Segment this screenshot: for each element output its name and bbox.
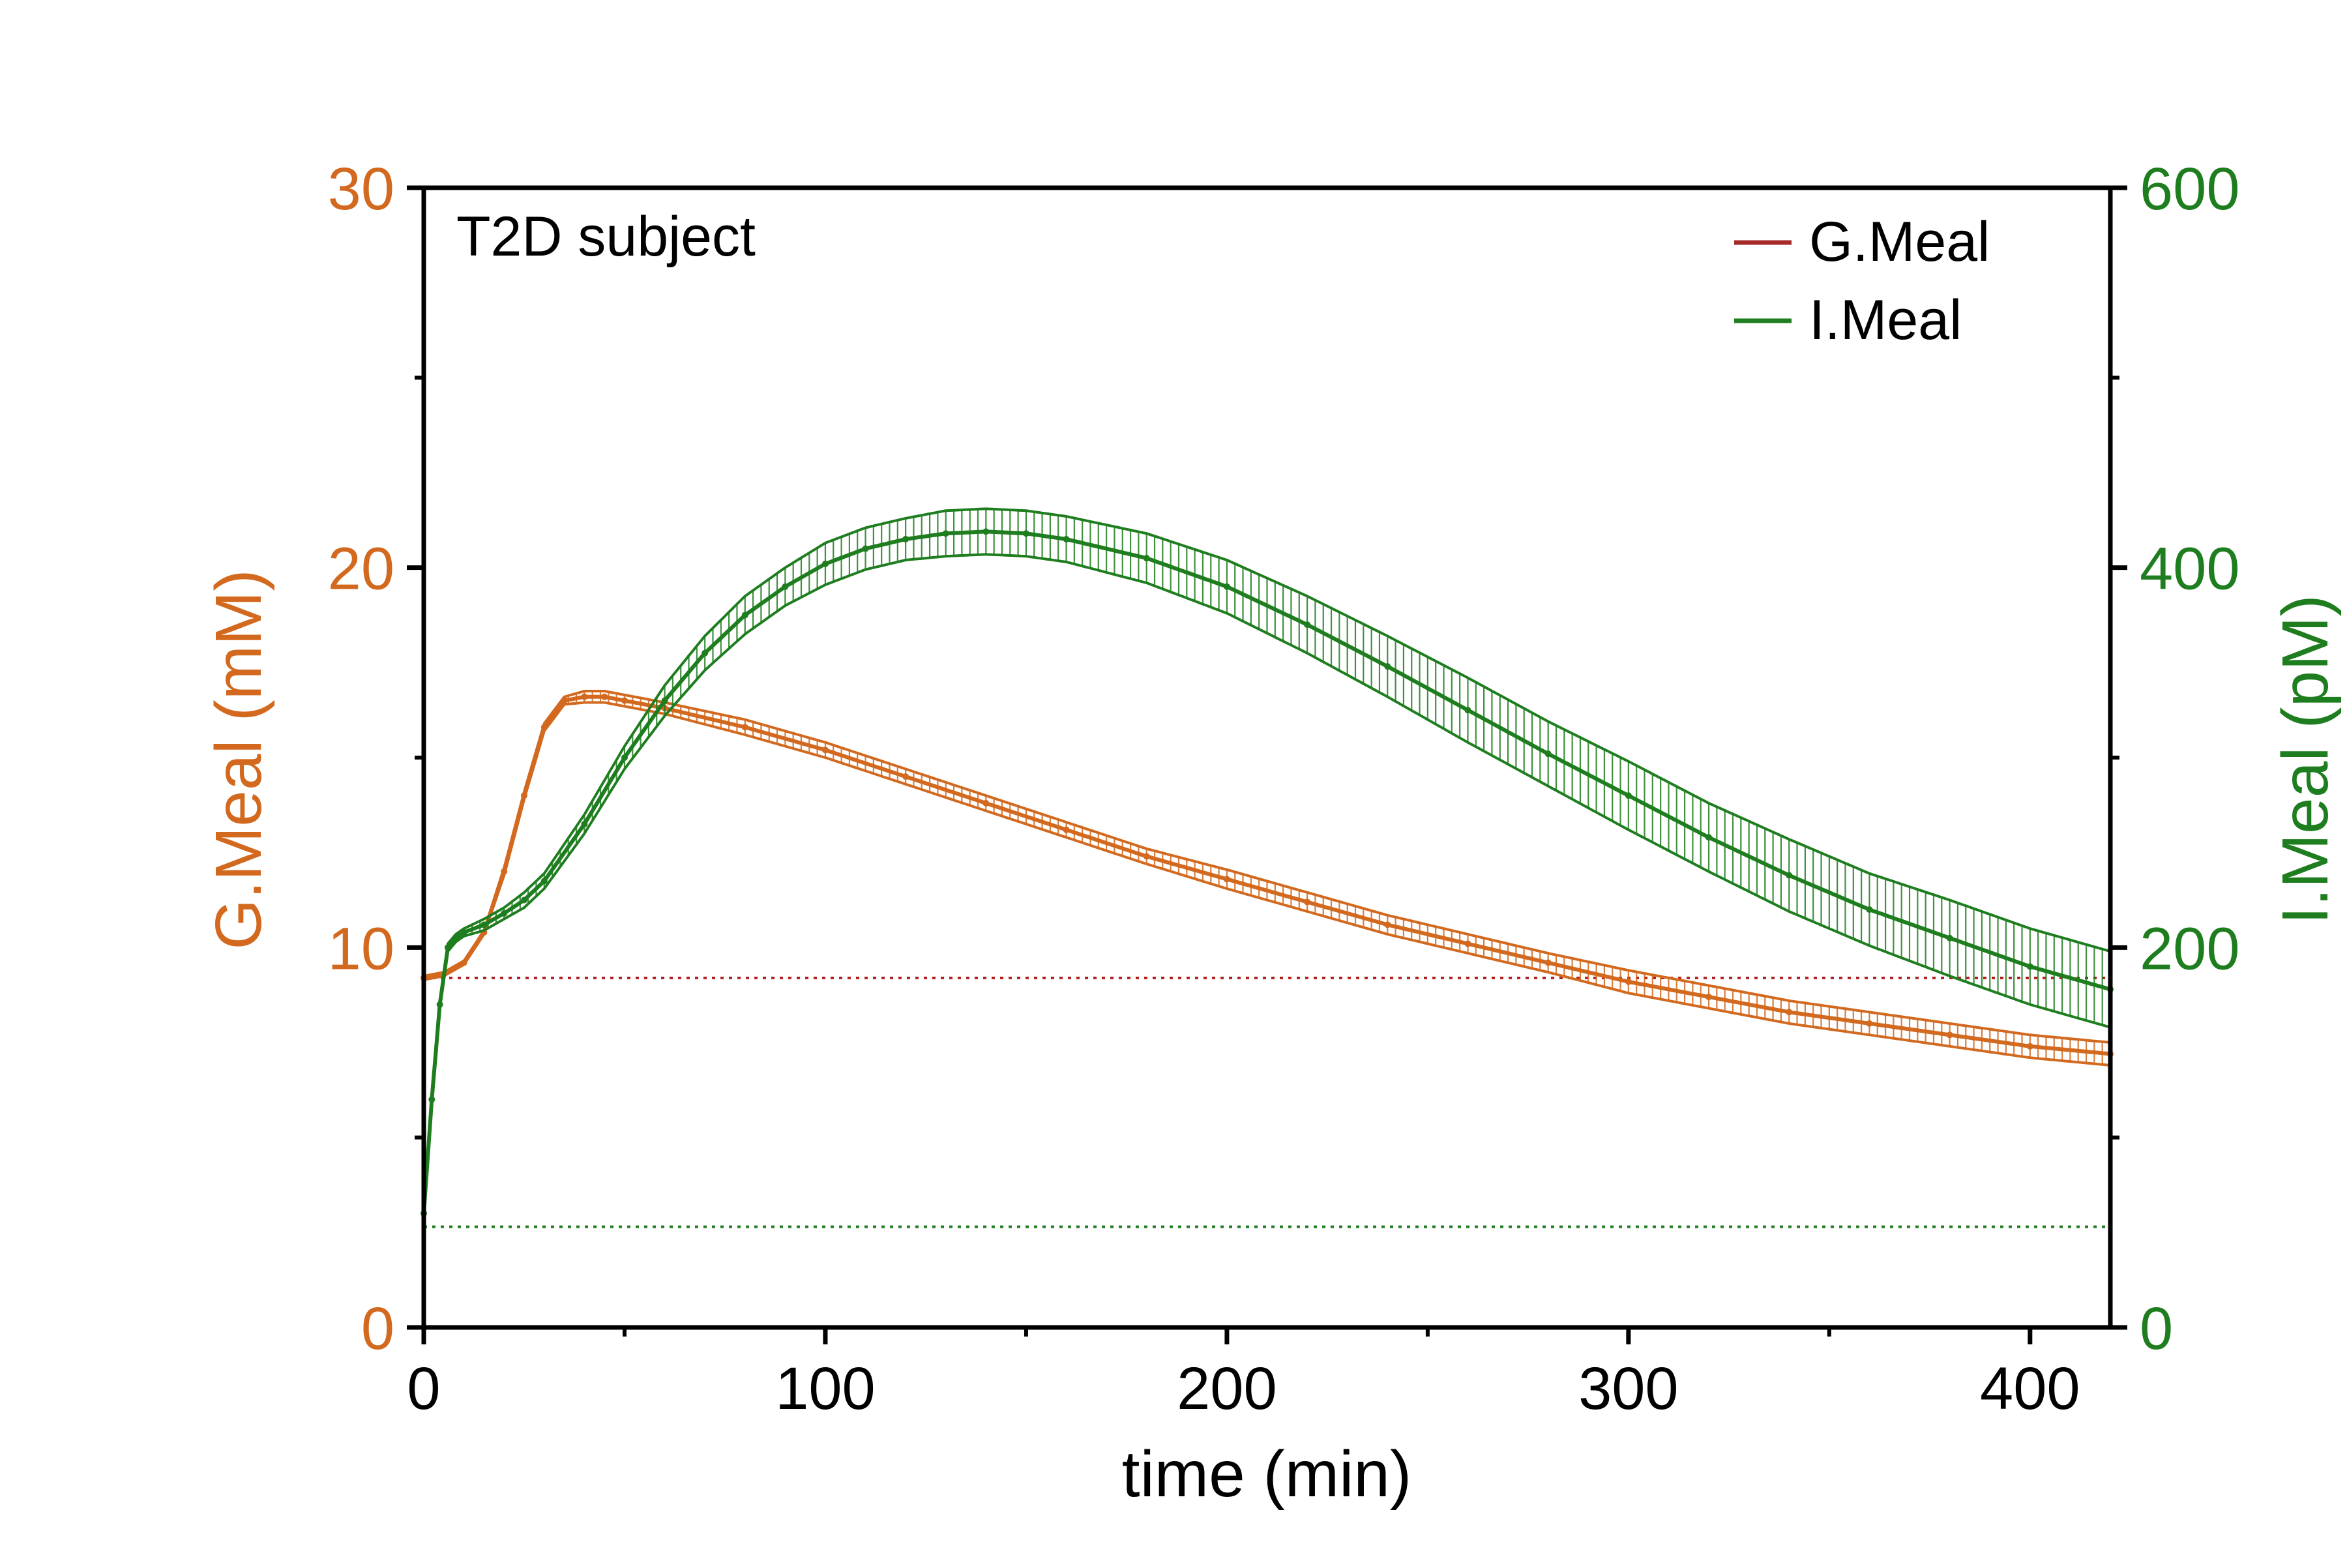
g-meal-lower-bound bbox=[423, 701, 2111, 1067]
y-left-tick-label: 20 bbox=[328, 536, 394, 602]
legend-label-g-meal: G.Meal bbox=[1809, 211, 1990, 273]
y-left-tick-label: 0 bbox=[361, 1295, 394, 1362]
y-axis-right-title: I.Meal (pM) bbox=[2269, 595, 2342, 925]
g-meal-data-point bbox=[1384, 921, 1391, 928]
legend: G.Meal I.Meal bbox=[1734, 211, 1990, 351]
i-meal-data-point bbox=[1946, 934, 1953, 941]
i-meal-data-point bbox=[436, 1001, 443, 1008]
i-meal-data-point bbox=[428, 1096, 435, 1103]
i-meal-data-point bbox=[520, 896, 527, 904]
i-meal-data-point bbox=[902, 535, 909, 542]
g-meal-data-point bbox=[460, 959, 467, 966]
i-meal-data-point bbox=[444, 944, 451, 951]
y-right-tick-label: 0 bbox=[2140, 1295, 2173, 1362]
g-meal-data-point bbox=[902, 773, 909, 780]
i-meal-data-point bbox=[1223, 583, 1230, 590]
g-meal-data-point bbox=[621, 697, 628, 704]
i-meal-upper-bound bbox=[422, 507, 2111, 1214]
g-meal-data-point bbox=[821, 747, 829, 754]
y-right-tick-label: 400 bbox=[2140, 536, 2240, 602]
x-tick-label: 0 bbox=[407, 1355, 440, 1422]
i-meal-data-point bbox=[1866, 906, 1873, 913]
chart-annotation: T2D subject bbox=[456, 205, 756, 268]
g-meal-data-point bbox=[1544, 959, 1552, 966]
series-i-meal bbox=[421, 507, 2114, 1217]
i-meal-lower-bound bbox=[422, 553, 2111, 1214]
i-meal-data-point bbox=[661, 697, 668, 704]
y-left-tick-label: 10 bbox=[328, 915, 394, 982]
i-meal-data-point bbox=[1022, 530, 1029, 537]
i-meal-data-point bbox=[982, 528, 990, 535]
g-meal-data-point bbox=[1143, 853, 1150, 860]
g-meal-data-point bbox=[540, 724, 548, 731]
g-meal-data-point bbox=[561, 697, 568, 704]
i-meal-data-point bbox=[701, 649, 709, 657]
i-meal-data-point bbox=[2026, 963, 2033, 970]
i-meal-data-point bbox=[540, 878, 548, 885]
x-tick-label: 100 bbox=[775, 1355, 876, 1422]
g-meal-data-point bbox=[1464, 940, 1471, 947]
g-meal-data-point bbox=[1223, 876, 1230, 883]
g-meal-upper-bound bbox=[423, 690, 2111, 1044]
i-meal-data-point bbox=[501, 910, 508, 917]
plot-frame bbox=[421, 185, 2113, 1330]
g-meal-data-point bbox=[1786, 1009, 1793, 1016]
g-meal-data-point bbox=[1946, 1031, 1953, 1039]
i-meal-data-point bbox=[862, 545, 869, 552]
y-left-tick-label: 30 bbox=[328, 156, 394, 222]
g-meal-data-point bbox=[520, 792, 527, 799]
g-meal-data-point bbox=[982, 799, 990, 806]
i-meal-data-point bbox=[1705, 834, 1713, 841]
g-meal-data-point bbox=[741, 724, 748, 731]
series-g-meal bbox=[421, 690, 2114, 1067]
i-meal-data-point bbox=[1625, 792, 1632, 799]
i-meal-data-point bbox=[1464, 707, 1471, 714]
g-meal-mean-line bbox=[423, 694, 2111, 1056]
g-meal-data-point bbox=[1304, 898, 1311, 906]
y-right-tick-label: 200 bbox=[2140, 915, 2240, 982]
x-axis-title: time (min) bbox=[1122, 1438, 1411, 1511]
g-meal-data-point bbox=[581, 693, 588, 700]
i-meal-data-point bbox=[480, 921, 488, 928]
g-meal-data-point bbox=[501, 868, 508, 875]
i-meal-data-point bbox=[821, 560, 829, 567]
i-meal-data-point bbox=[741, 612, 748, 619]
i-meal-data-point bbox=[1544, 750, 1552, 758]
g-meal-data-point bbox=[1705, 994, 1713, 1001]
g-meal-data-point bbox=[1625, 978, 1632, 985]
x-tick-label: 200 bbox=[1177, 1355, 1277, 1422]
i-meal-data-point bbox=[621, 754, 628, 761]
i-meal-data-point bbox=[1786, 872, 1793, 879]
x-tick-label: 400 bbox=[1980, 1355, 2080, 1422]
i-meal-data-point bbox=[942, 530, 949, 537]
i-meal-data-point bbox=[581, 820, 588, 827]
x-tick-label: 300 bbox=[1578, 1355, 1679, 1422]
i-meal-data-point bbox=[1063, 535, 1070, 542]
i-meal-data-point bbox=[1143, 555, 1150, 562]
i-meal-data-point bbox=[460, 929, 467, 936]
baselines bbox=[424, 976, 2110, 1228]
g-meal-data-point bbox=[1866, 1020, 1873, 1027]
i-meal-data-point bbox=[1384, 663, 1391, 670]
i-meal-data-point bbox=[782, 583, 789, 590]
i-meal-data-point bbox=[1304, 621, 1311, 629]
i-meal-data-point bbox=[452, 934, 460, 941]
y-axis-left-title: G.Meal (mM) bbox=[202, 569, 275, 949]
g-meal-data-point bbox=[601, 693, 608, 700]
legend-label-i-meal: I.Meal bbox=[1809, 289, 1962, 351]
g-meal-data-point bbox=[1063, 826, 1070, 833]
g-meal-data-point bbox=[2026, 1043, 2033, 1050]
y-right-tick-label: 600 bbox=[2140, 156, 2240, 222]
